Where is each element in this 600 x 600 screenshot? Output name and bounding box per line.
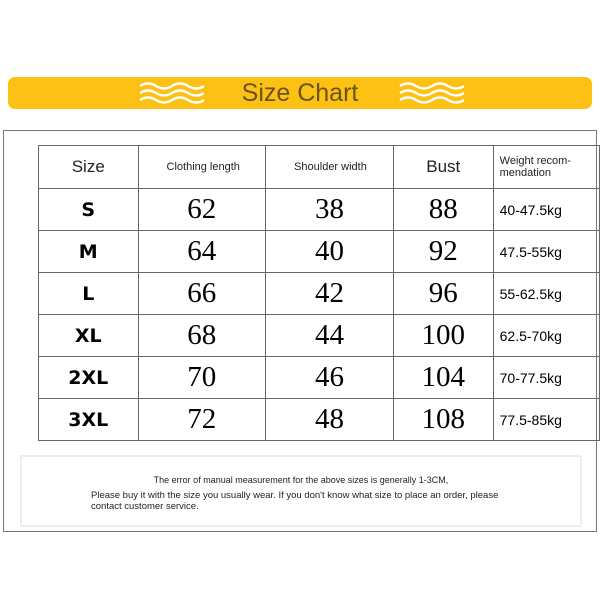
table-row: L 66 42 96 55-62.5kg — [38, 272, 600, 315]
banner-title: Size Chart — [241, 79, 359, 107]
cell-bust: 92 — [392, 230, 494, 273]
cell-weight: 40-47.5kg — [492, 188, 600, 231]
table-row: 2XL 70 46 104 70-77.5kg — [38, 356, 600, 399]
cell-weight: 55-62.5kg — [492, 272, 600, 315]
header-shoulder-width: Shoulder width — [265, 145, 394, 189]
cell-weight: 70-77.5kg — [492, 356, 600, 399]
cell-bust: 108 — [392, 398, 494, 441]
size-chart-banner: Size Chart — [8, 77, 592, 109]
header-weight: Weight recom-mendation — [492, 145, 600, 189]
cell-shoulder-width: 48 — [265, 398, 394, 441]
cell-size: XL — [38, 314, 139, 357]
header-bust: Bust — [392, 145, 494, 189]
header-clothing-length: Clothing length — [137, 145, 267, 189]
table-row: M 64 40 92 47.5-55kg — [38, 230, 600, 273]
table-row: XL 68 44 100 62.5-70kg — [38, 314, 600, 357]
cell-size: M — [38, 230, 139, 273]
cell-bust: 88 — [392, 188, 494, 231]
cell-clothing-length: 66 — [137, 272, 267, 315]
cell-shoulder-width: 42 — [265, 272, 394, 315]
cell-clothing-length: 72 — [137, 398, 267, 441]
note-line-1: The error of manual measurement for the … — [153, 475, 449, 485]
cell-bust: 100 — [392, 314, 494, 357]
wave-icon — [399, 82, 464, 104]
cell-size: 3XL — [38, 398, 139, 441]
size-table: Size Clothing length Shoulder width Bust… — [38, 145, 600, 441]
cell-bust: 96 — [392, 272, 494, 315]
note-line-2: Please buy it with the size you usually … — [91, 490, 499, 512]
cell-size: S — [38, 188, 139, 231]
wave-icon — [139, 82, 204, 104]
cell-weight: 47.5-55kg — [492, 230, 600, 273]
cell-clothing-length: 62 — [137, 188, 267, 231]
header-size: Size — [38, 145, 139, 189]
table-header-row: Size Clothing length Shoulder width Bust… — [38, 145, 600, 189]
cell-weight: 62.5-70kg — [492, 314, 600, 357]
cell-weight: 77.5-85kg — [492, 398, 600, 441]
table-row: S 62 38 88 40-47.5kg — [38, 188, 600, 231]
measurement-note: The error of manual measurement for the … — [20, 455, 582, 527]
cell-clothing-length: 68 — [137, 314, 267, 357]
cell-shoulder-width: 40 — [265, 230, 394, 273]
cell-shoulder-width: 38 — [265, 188, 394, 231]
cell-shoulder-width: 44 — [265, 314, 394, 357]
cell-bust: 104 — [392, 356, 494, 399]
table-row: 3XL 72 48 108 77.5-85kg — [38, 398, 600, 441]
cell-clothing-length: 70 — [137, 356, 267, 399]
cell-clothing-length: 64 — [137, 230, 267, 273]
cell-size: L — [38, 272, 139, 315]
cell-size: 2XL — [38, 356, 139, 399]
cell-shoulder-width: 46 — [265, 356, 394, 399]
